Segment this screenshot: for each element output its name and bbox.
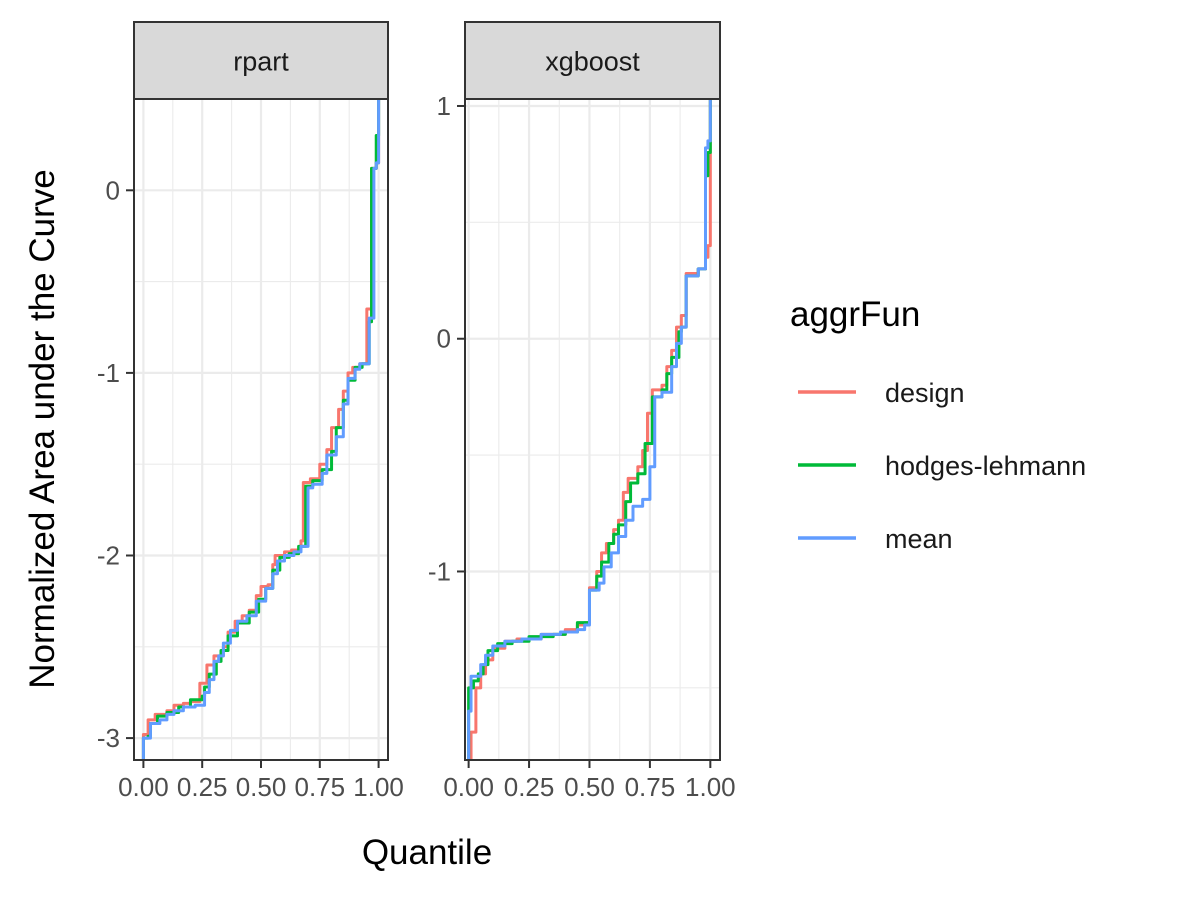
- x-tick-label: 0.75: [625, 772, 676, 802]
- legend-label: design: [885, 378, 965, 408]
- legend-entry: hodges-lehmann: [798, 451, 1086, 481]
- y-tick-label: -2: [97, 540, 120, 570]
- facet-strip: [464, 21, 721, 100]
- legend-title: aggrFun: [790, 295, 920, 334]
- legend-label: mean: [885, 524, 953, 554]
- plot-area: [465, 99, 720, 760]
- x-tick-label: 0.00: [118, 772, 169, 802]
- series-line-mean: [141, 99, 381, 760]
- legend-entry: mean: [798, 524, 953, 554]
- series-line-mean: [467, 99, 712, 760]
- x-tick-label: 0.75: [294, 772, 345, 802]
- y-tick-label: 0: [437, 324, 451, 354]
- y-tick-label: 0: [106, 175, 120, 205]
- plot-background: [465, 99, 720, 760]
- x-tick-label: 1.00: [685, 772, 736, 802]
- y-axis-title: Normalized Area under the Curve: [23, 169, 62, 688]
- x-axis-title: Quantile: [362, 833, 492, 872]
- plot-area: [134, 99, 388, 760]
- facet-strip-label: xgboost: [545, 47, 640, 77]
- x-tick-label: 0.50: [236, 772, 287, 802]
- facet-strip-label: rpart: [233, 47, 289, 77]
- y-tick-label: 1: [437, 91, 451, 121]
- x-tick-label: 1.00: [353, 772, 404, 802]
- legend: aggrFun design hodges-lehmann mean: [790, 295, 1086, 554]
- facet-strip: [133, 21, 389, 100]
- x-tick-label: 0.25: [504, 772, 555, 802]
- y-tick-label: -1: [97, 358, 120, 388]
- legend-entries: design hodges-lehmann mean: [798, 378, 1086, 554]
- x-tick-label: 0.25: [177, 772, 228, 802]
- legend-label: hodges-lehmann: [885, 451, 1086, 481]
- x-tick-label: 0.50: [564, 772, 615, 802]
- y-tick-label: -3: [97, 723, 120, 753]
- panel-xgboost: xgboost 0.00 0.25 0.50 0.75 1.00 -1 0 1: [428, 21, 736, 802]
- y-tick-label: -1: [428, 556, 451, 586]
- legend-entry: design: [798, 378, 965, 408]
- x-tick-label: 0.00: [443, 772, 494, 802]
- panel-rpart: rpart 0.00 0.25 0.50 0.75 1.00 -3 -2 -1 0: [97, 21, 404, 802]
